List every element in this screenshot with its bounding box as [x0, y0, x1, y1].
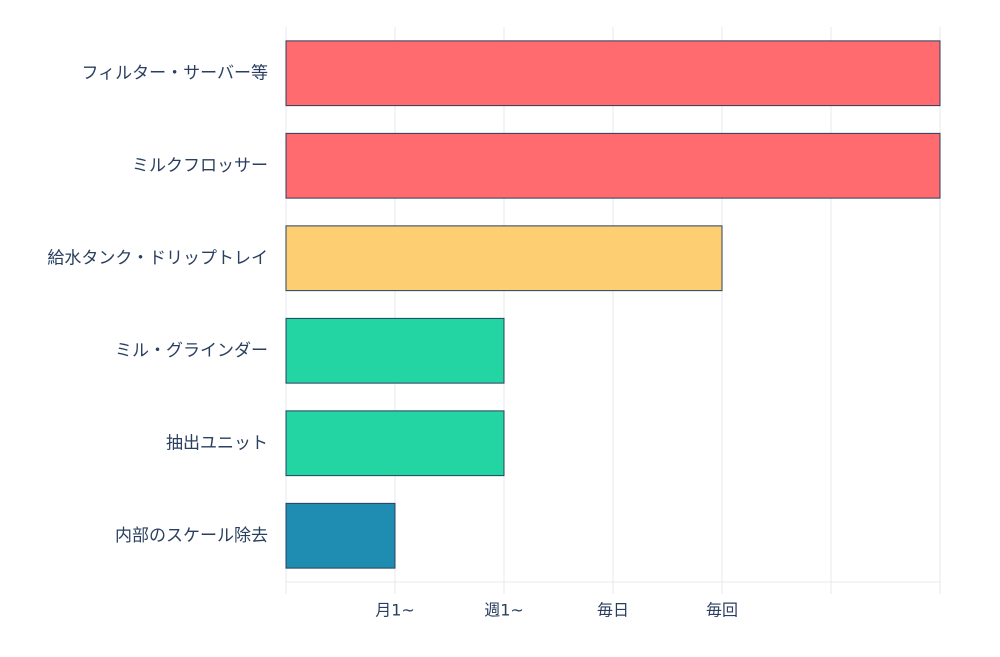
x-tick-label: 週1~ — [484, 601, 524, 620]
x-tick-label: 毎日 — [597, 601, 629, 620]
category-label: フィルター・サーバー等 — [82, 63, 269, 83]
category-label: 抽出ユニット — [166, 433, 268, 453]
category-labels: フィルター・サーバー等ミルクフロッサー給水タンク・ドリップトレイミル・グラインダ… — [47, 63, 268, 546]
bar[interactable] — [285, 225, 723, 292]
category-label: ミル・グラインダー — [115, 341, 268, 361]
category-label: 内部のスケール除去 — [115, 526, 268, 546]
category-label: ミルクフロッサー — [132, 156, 268, 176]
bar[interactable] — [285, 502, 396, 569]
category-label: 給水タンク・ドリップトレイ — [47, 248, 268, 268]
x-tick-label: 毎回 — [706, 601, 738, 620]
bar[interactable] — [285, 317, 505, 384]
bar[interactable] — [285, 132, 941, 199]
bar[interactable] — [285, 40, 941, 107]
x-tick-label: 月1~ — [375, 601, 415, 620]
bars — [285, 40, 941, 569]
x-tick-labels: 月1~ 週1~ 毎日 毎回 — [375, 601, 738, 620]
bar[interactable] — [285, 410, 505, 477]
grid-lines — [285, 27, 941, 594]
